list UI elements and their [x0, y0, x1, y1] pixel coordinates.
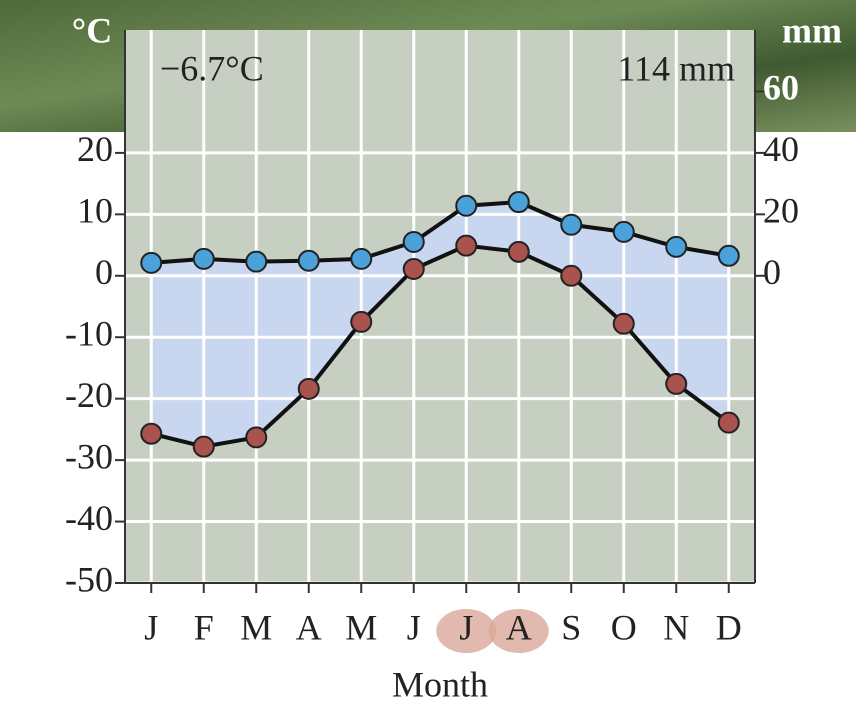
temperature-annotation: −6.7°C — [160, 48, 264, 88]
data-point — [140, 251, 163, 274]
x-tick-label: D — [716, 607, 742, 647]
precipitation-annotation: 114 mm — [617, 48, 735, 88]
x-tick-label: J — [459, 607, 473, 647]
y-axis-label: °C — [72, 10, 112, 50]
y-tick-label: -50 — [65, 559, 113, 599]
y-tick-label: 20 — [77, 129, 113, 169]
x-axis-label: Month — [392, 664, 488, 704]
x-tick-label: A — [296, 607, 322, 647]
y2-axis-label: mm — [782, 10, 842, 50]
data-point — [192, 247, 215, 270]
y2-tick-label: 0 — [763, 252, 781, 292]
x-tick-label: N — [663, 607, 689, 647]
data-point — [140, 422, 163, 445]
range-fill — [151, 202, 729, 447]
y2-tick-label: 60 — [763, 68, 799, 108]
data-point — [507, 191, 530, 214]
data-point — [350, 310, 373, 333]
category-highlight — [488, 609, 549, 653]
data-point — [612, 220, 635, 243]
data-point — [402, 258, 425, 281]
x-tick-label: S — [561, 607, 581, 647]
data-point — [717, 244, 740, 267]
data-point — [717, 411, 740, 434]
y-tick-label: -30 — [65, 436, 113, 476]
data-point — [455, 234, 478, 257]
x-tick-label: O — [611, 607, 637, 647]
x-tick-label: J — [407, 607, 421, 647]
x-tick-label: F — [194, 607, 214, 647]
data-point — [665, 372, 688, 395]
data-point — [245, 250, 268, 273]
y2-tick-label: 20 — [763, 191, 799, 231]
data-point — [612, 312, 635, 335]
data-point — [192, 435, 215, 458]
data-point — [245, 426, 268, 449]
data-point — [665, 235, 688, 258]
y-tick-label: -40 — [65, 498, 113, 538]
x-tick-label: A — [506, 607, 532, 647]
data-point — [560, 264, 583, 287]
data-point — [402, 230, 425, 253]
data-point — [350, 247, 373, 270]
category-highlight — [436, 609, 497, 653]
y-tick-label: 0 — [95, 252, 113, 292]
y-tick-label: -20 — [65, 375, 113, 415]
data-point — [507, 240, 530, 263]
x-tick-label: M — [240, 607, 272, 647]
data-point — [455, 194, 478, 217]
y2-tick-label: 40 — [763, 129, 799, 169]
y-tick-label: -10 — [65, 313, 113, 353]
data-point — [297, 249, 320, 272]
x-tick-label: M — [345, 607, 377, 647]
y-tick-label: 10 — [77, 191, 113, 231]
data-point — [560, 213, 583, 236]
x-tick-label: J — [144, 607, 158, 647]
data-point — [297, 377, 320, 400]
